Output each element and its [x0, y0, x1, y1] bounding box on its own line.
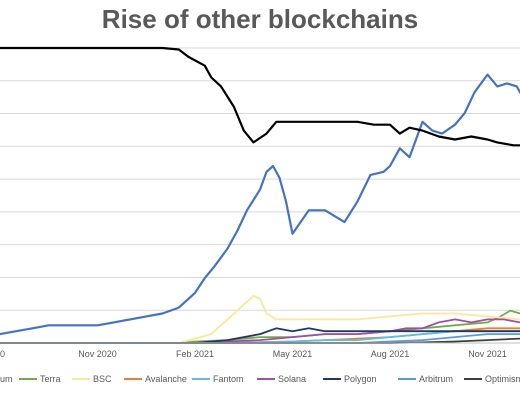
- legend-layer: um Terra BSC Avalanche Fantom Solana Polygon Ar…: [0, 374, 520, 384]
- chart-title: Rise of other blockchains: [101, 4, 419, 34]
- series-line-polygon: [0, 327, 520, 344]
- x-tick-label: Feb 2021: [176, 349, 214, 359]
- legend-label: Arbitrum: [419, 374, 453, 384]
- x-tick-label: May 2021: [273, 349, 313, 359]
- legend-label: um: [0, 374, 13, 384]
- series-line-ethereum: [0, 73, 520, 336]
- legend-label: Fantom: [213, 374, 244, 384]
- series-layer: [0, 46, 520, 344]
- legend-label: Solana: [278, 374, 306, 384]
- legend-label: BSC: [93, 374, 112, 384]
- series-line-solana: [0, 318, 520, 344]
- legend-label: Optimism: [485, 374, 520, 384]
- legend-label: Avalanche: [145, 374, 187, 384]
- x-tick-label: Nov 2021: [468, 349, 507, 359]
- x-tick-label: Nov 2020: [78, 349, 117, 359]
- series-line-bsc: [0, 294, 520, 344]
- series-line-um: [0, 46, 520, 147]
- axis-layer: 0 Nov 2020 Feb 2021 May 2021 Aug 2021 Nov 202…: [0, 342, 520, 359]
- x-tick-label: Aug 2021: [371, 349, 410, 359]
- legend-label: Terra: [40, 374, 61, 384]
- legend-label: Polygon: [344, 374, 377, 384]
- x-tick-label: 0: [0, 349, 5, 359]
